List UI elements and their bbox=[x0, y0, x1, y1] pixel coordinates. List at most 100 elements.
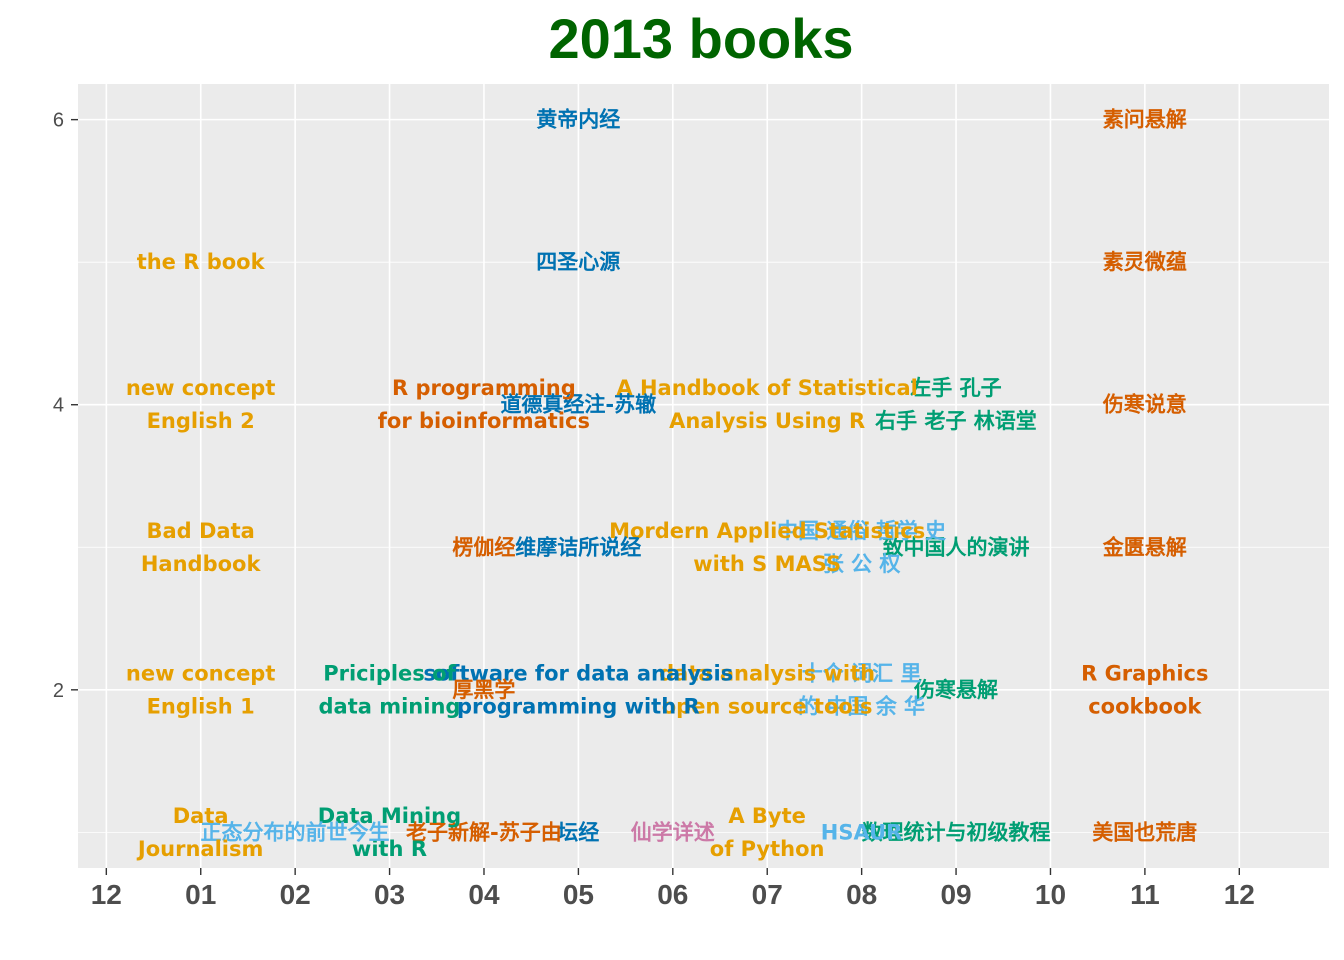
point-label-line: 美国也荒唐 bbox=[1092, 820, 1197, 844]
grid-layer bbox=[78, 84, 1329, 868]
point-label-line: 伤寒说意 bbox=[1102, 393, 1187, 417]
x-tick-label: 03 bbox=[374, 879, 405, 910]
point-label-line: 坛经 bbox=[557, 820, 599, 844]
point-label: 十个 词汇 里的 中国 余 华 bbox=[798, 661, 925, 718]
point-label-line: 老子新解-苏子由 bbox=[406, 820, 562, 844]
point-label: 道德真经注-苏辙 bbox=[500, 393, 656, 417]
point-label: A Byte of Python bbox=[710, 804, 825, 861]
point-label-line: A Byte bbox=[728, 804, 806, 828]
point-label: 金匮悬解 bbox=[1102, 535, 1187, 559]
x-tick-label: 06 bbox=[657, 879, 688, 910]
x-tick-label: 12 bbox=[91, 879, 122, 910]
axis-layer: 12 01 02 03 04 05 06 07 08 09 10 11 12 2 4 6 bbox=[53, 110, 1255, 910]
point-label-line: 正态分布的前世今生 bbox=[201, 820, 390, 844]
point-label-line: open source tools bbox=[662, 694, 873, 718]
point-label: 中国 通俗 哲学 史张 公 权 bbox=[777, 519, 947, 576]
x-tick-label: 11 bbox=[1130, 879, 1160, 910]
point-label-line: of Python bbox=[710, 837, 825, 861]
point-label-line: 十个 词汇 里 bbox=[802, 661, 922, 685]
chart-title: 2013 books bbox=[548, 7, 853, 70]
point-label-line: Priciples of bbox=[323, 661, 456, 685]
point-label-line: 中国 通俗 哲学 史 bbox=[777, 519, 947, 543]
point-label: Data Journalism bbox=[136, 804, 263, 861]
y-tick-label: 2 bbox=[53, 680, 64, 702]
point-label: 伤寒说意 bbox=[1102, 393, 1187, 417]
point-label-line: 金匮悬解 bbox=[1102, 535, 1187, 559]
point-label-line: 数理统计与初级教程 bbox=[861, 820, 1050, 844]
point-label: 厚黑学 bbox=[452, 678, 515, 702]
point-label-line: 仙学详述 bbox=[631, 820, 715, 844]
point-label: R programming for bioinformatics bbox=[378, 376, 590, 433]
point-label-line: new concept bbox=[126, 376, 276, 400]
point-label-line: 道德真经注-苏辙 bbox=[500, 393, 656, 417]
point-label-line: Analysis Using R bbox=[669, 409, 865, 433]
point-label: 黄帝内经 bbox=[536, 108, 620, 132]
point-label-line: Bad Data bbox=[146, 519, 254, 543]
point-label: 致中国人的演讲 bbox=[882, 535, 1029, 559]
point-label-line: HSAUR bbox=[821, 820, 903, 844]
point-label: 仙学详述 bbox=[631, 820, 715, 844]
x-tick-label: 02 bbox=[280, 879, 311, 910]
x-tick-label: 01 bbox=[185, 879, 216, 910]
point-label: Priciples of data mining bbox=[319, 661, 461, 718]
point-label: Bad Data Handbook bbox=[141, 519, 262, 576]
point-label-line: 张 公 权 bbox=[823, 552, 901, 576]
point-label-line: the R book bbox=[137, 250, 266, 274]
point-label: 数理统计与初级教程 bbox=[861, 820, 1050, 844]
point-label: 楞伽经 bbox=[452, 535, 515, 559]
point-label-line: 黄帝内经 bbox=[536, 108, 620, 132]
point-label-line: cookbook bbox=[1088, 694, 1202, 718]
point-label-line: programming with R bbox=[457, 694, 700, 718]
point-label-line: Mordern Applied Statistics bbox=[609, 519, 925, 543]
point-label-line: 右手 老子 林语堂 bbox=[875, 409, 1037, 433]
point-label: HSAUR bbox=[821, 820, 903, 844]
point-label-line: with S MASS bbox=[693, 552, 841, 576]
point-label-line: English 1 bbox=[147, 694, 255, 718]
point-label-line: 厚黑学 bbox=[452, 678, 515, 702]
point-label-line: data analysis with bbox=[659, 661, 875, 685]
point-label-line: R programming bbox=[392, 376, 576, 400]
point-label: 左手 孔子右手 老子 林语堂 bbox=[875, 376, 1037, 433]
x-tick-label: 08 bbox=[846, 879, 877, 910]
point-label: 伤寒悬解 bbox=[913, 678, 998, 702]
point-label-line: software for data analysis bbox=[423, 661, 733, 685]
point-label: 坛经 bbox=[557, 820, 599, 844]
point-label-line: 的 中国 余 华 bbox=[798, 694, 925, 718]
point-label: Data Mining with R bbox=[318, 804, 461, 861]
point-label-line: Journalism bbox=[136, 837, 263, 861]
point-label-line: with R bbox=[352, 837, 427, 861]
point-label-line: 维摩诘所说经 bbox=[515, 535, 641, 559]
point-label: R Graphics cookbook bbox=[1081, 661, 1208, 718]
point-label: new concept English 2 bbox=[126, 376, 276, 433]
y-tick-label: 6 bbox=[53, 110, 64, 132]
point-label-line: A Handbook of Statistical bbox=[616, 376, 917, 400]
point-label: data analysis with open source tools bbox=[659, 661, 875, 718]
point-label: Mordern Applied Statistics with S MASS bbox=[609, 519, 925, 576]
point-label: 四圣心源 bbox=[536, 250, 620, 274]
point-label: the R book bbox=[137, 250, 266, 274]
point-label-line: 左手 孔子 bbox=[910, 376, 1001, 400]
x-tick-label: 04 bbox=[468, 879, 500, 910]
x-tick-label: 10 bbox=[1035, 879, 1066, 910]
point-label-line: 伤寒悬解 bbox=[913, 678, 998, 702]
point-label-line: 素灵微蕴 bbox=[1103, 250, 1187, 274]
x-tick-label: 05 bbox=[563, 879, 594, 910]
point-label-line: data mining bbox=[319, 694, 461, 718]
x-tick-label: 07 bbox=[752, 879, 783, 910]
point-label: 老子新解-苏子由 bbox=[406, 820, 562, 844]
point-label-line: English 2 bbox=[147, 409, 255, 433]
x-tick-label: 09 bbox=[940, 879, 971, 910]
point-label-line: Data bbox=[173, 804, 229, 828]
point-label-line: R Graphics bbox=[1081, 661, 1208, 685]
point-label: 美国也荒唐 bbox=[1092, 820, 1197, 844]
y-tick-label: 4 bbox=[53, 395, 64, 417]
point-label-line: 素问悬解 bbox=[1103, 108, 1187, 132]
x-tick-label: 12 bbox=[1224, 879, 1255, 910]
point-label-line: Handbook bbox=[141, 552, 262, 576]
point-label-line: 致中国人的演讲 bbox=[882, 535, 1029, 559]
point-label: 正态分布的前世今生 bbox=[201, 820, 390, 844]
point-label-line: 楞伽经 bbox=[452, 535, 515, 559]
